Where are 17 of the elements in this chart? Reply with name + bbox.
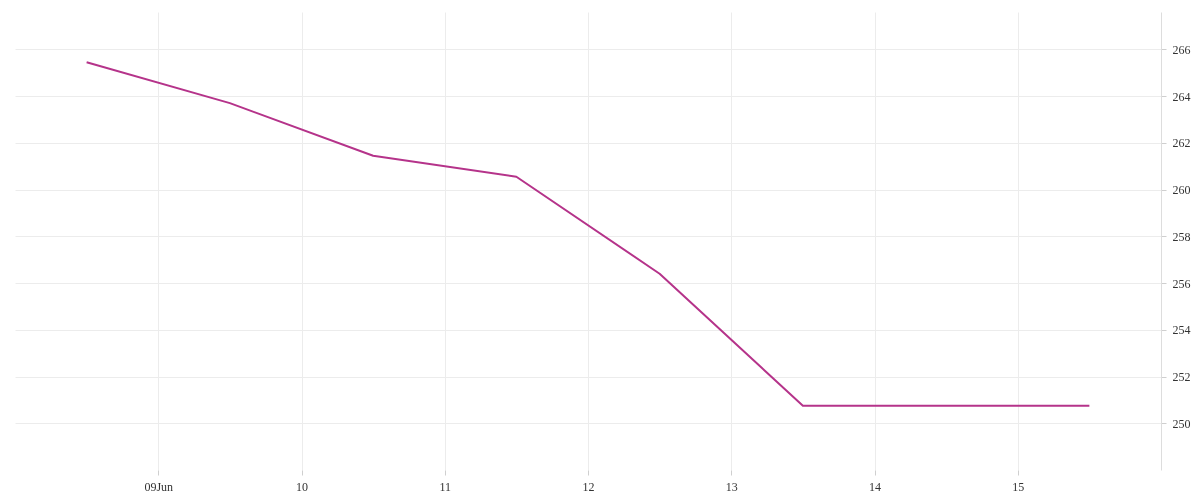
y-tick-label: 264 [1172, 89, 1191, 104]
line-series [85, 61, 1091, 407]
x-tick-label: 13 [725, 479, 738, 494]
x-tick-label: 11 [439, 479, 452, 494]
x-tick-label: 14 [869, 479, 881, 494]
y-tick-label: 266 [1172, 42, 1191, 57]
x-tick-label: 15 [1012, 479, 1025, 494]
y-tick-label: 252 [1172, 370, 1191, 385]
y-tick-label: 262 [1172, 136, 1191, 151]
y-tick-label: 256 [1172, 276, 1191, 291]
y-tick-label: 258 [1172, 229, 1191, 244]
x-tick-label: 09Jun [144, 479, 174, 494]
y-tick-label: 250 [1172, 416, 1191, 431]
y-tick-label: 254 [1172, 323, 1191, 338]
y-tick-label: 260 [1172, 183, 1191, 198]
x-tick-label: 12 [582, 479, 595, 494]
x-tick-label: 10 [296, 479, 308, 494]
